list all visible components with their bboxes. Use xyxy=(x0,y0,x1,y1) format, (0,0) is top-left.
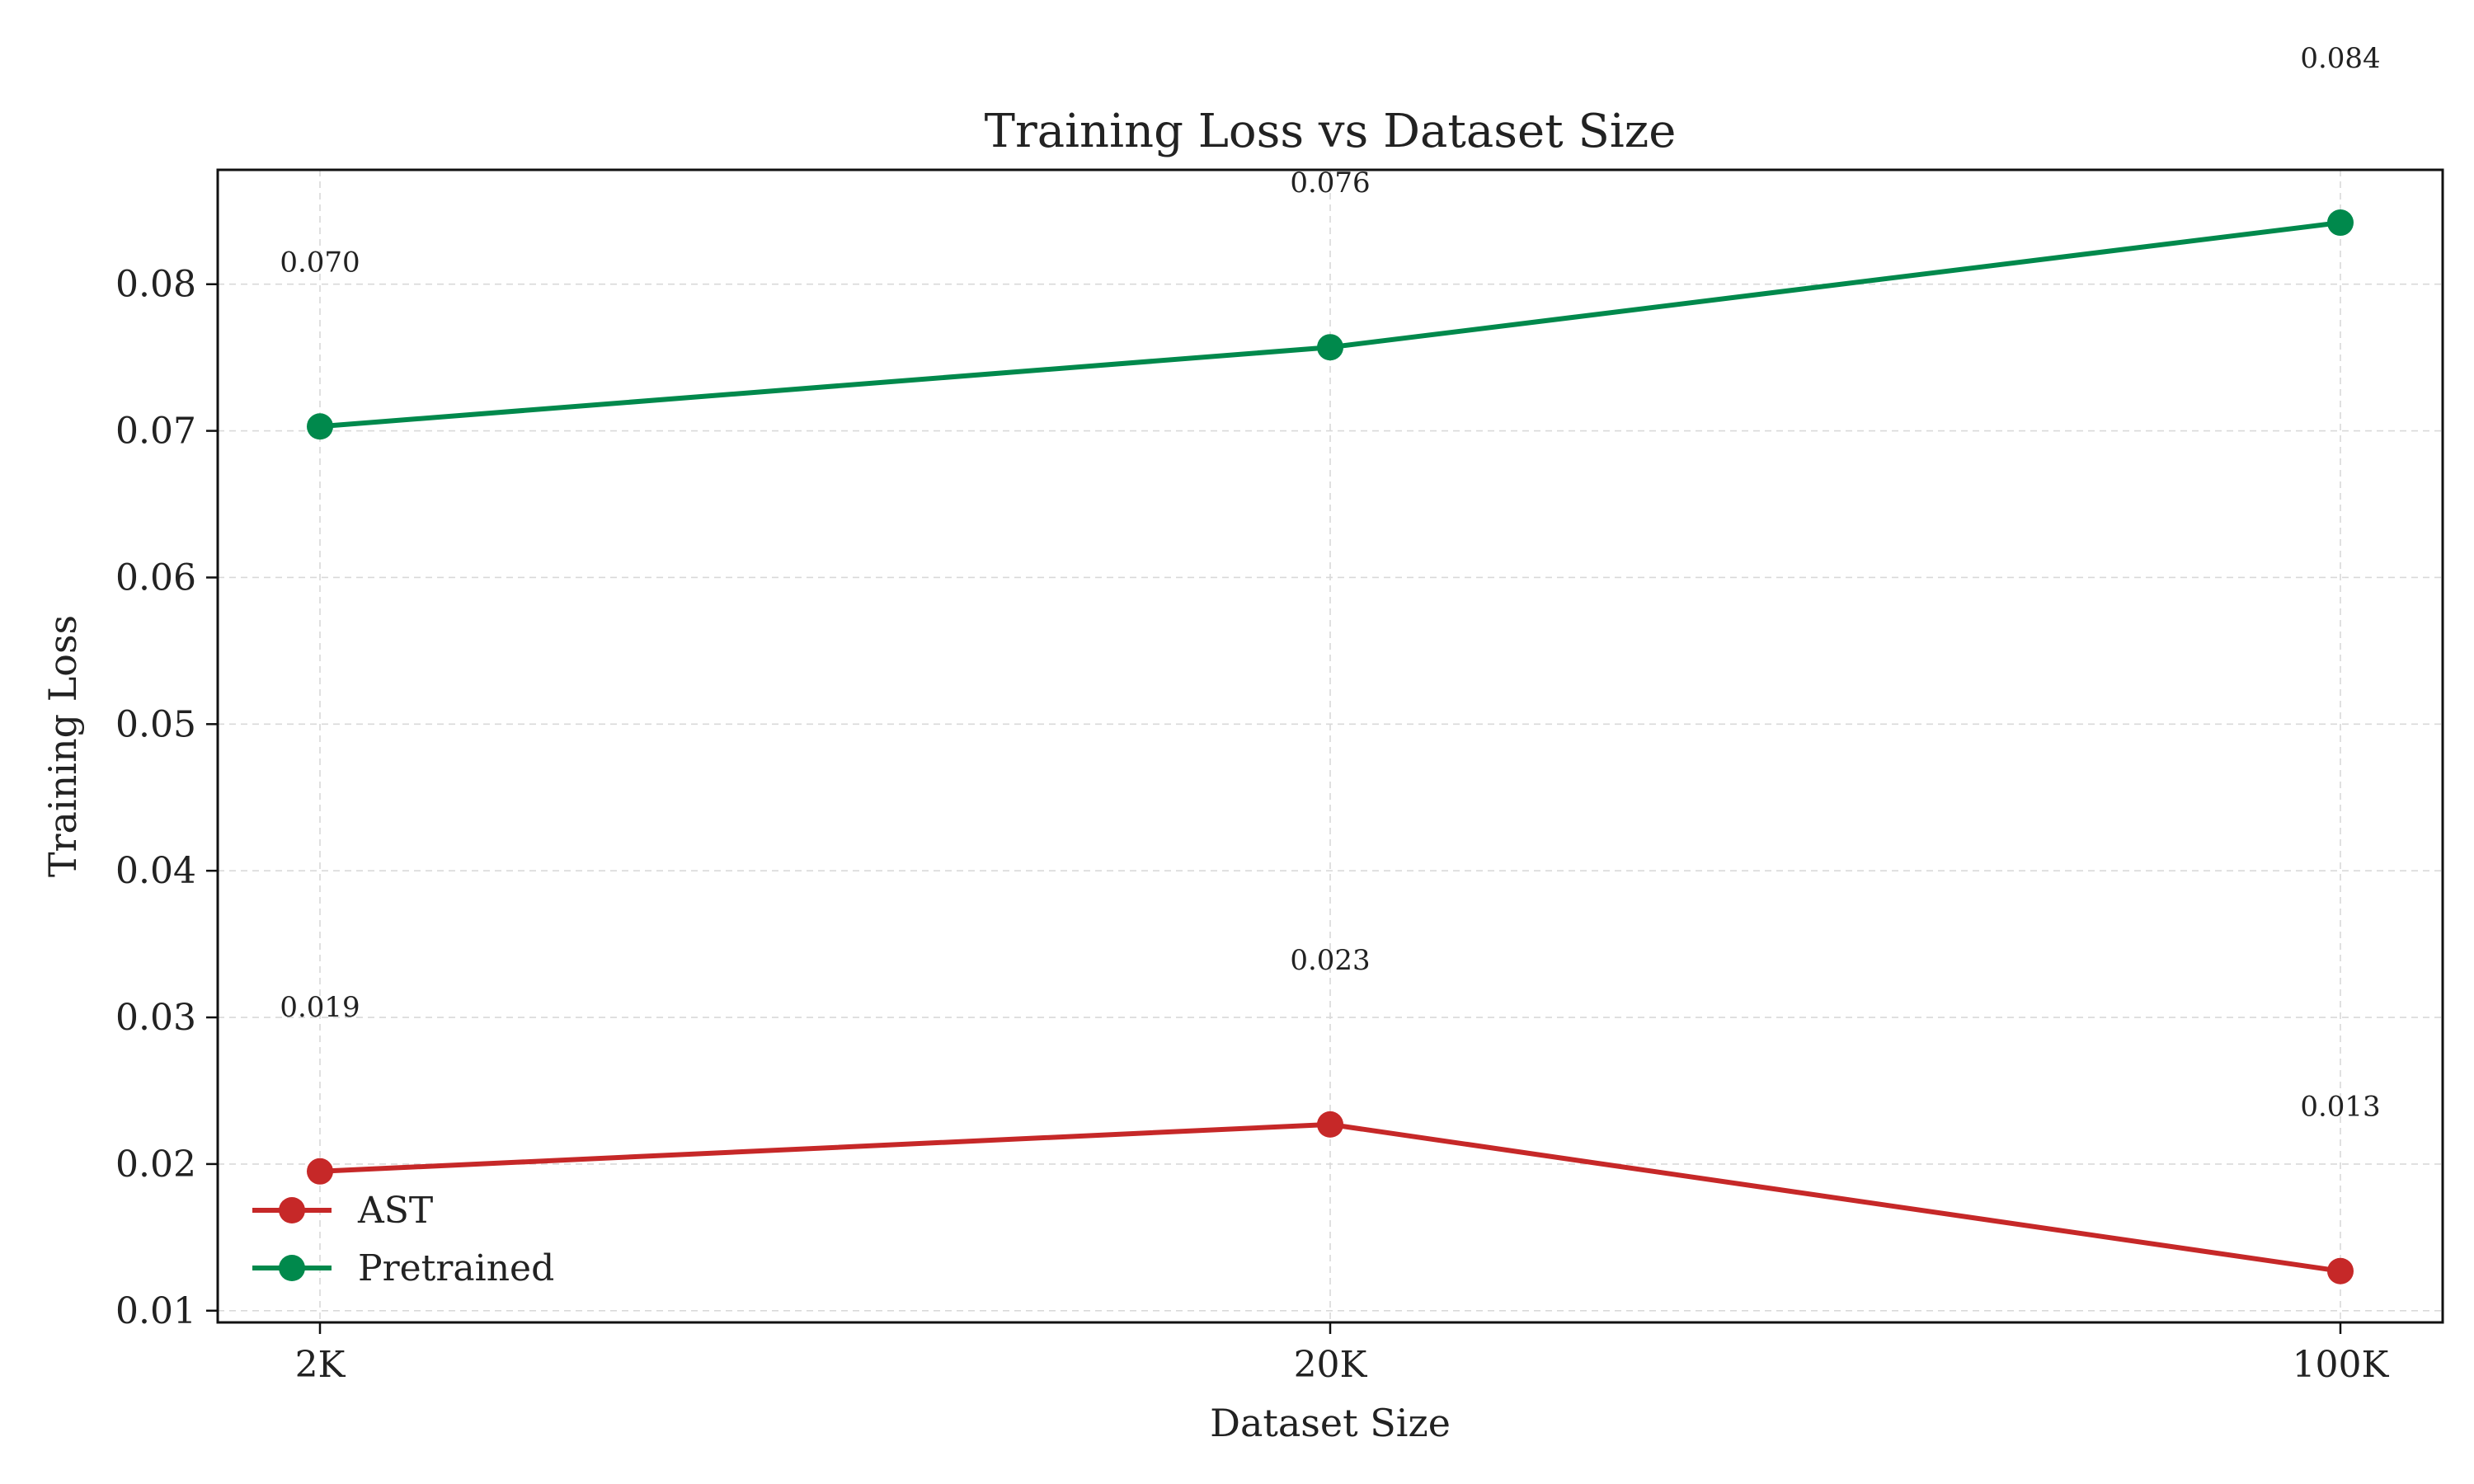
y-tick-label: 0.06 xyxy=(115,556,196,599)
data-label-pretrained: 0.084 xyxy=(2300,42,2380,75)
legend: AST Pretrained xyxy=(252,1190,554,1289)
data-label-ast: 0.023 xyxy=(1290,944,1370,977)
chart-title: Training Loss vs Dataset Size xyxy=(985,105,1677,158)
y-axis-label: Training Loss xyxy=(40,615,85,877)
legend-marker-ast xyxy=(279,1197,305,1223)
data-point-pretrained xyxy=(307,413,333,440)
y-tick-label: 0.02 xyxy=(115,1144,196,1186)
data-label-pretrained: 0.070 xyxy=(280,246,360,279)
legend-marker-pretrained xyxy=(279,1255,305,1281)
y-tick-label: 0.07 xyxy=(115,411,196,453)
data-label-ast: 0.019 xyxy=(280,991,360,1024)
series-ast xyxy=(307,1111,2354,1284)
x-tick-label: 20K xyxy=(1294,1344,1368,1386)
data-label-pretrained: 0.076 xyxy=(1290,167,1370,200)
data-point-ast xyxy=(2327,1257,2354,1284)
y-tick-label: 0.04 xyxy=(115,850,196,892)
legend-item-ast: AST xyxy=(252,1190,433,1232)
series-layer xyxy=(307,209,2354,1284)
y-tick-label: 0.01 xyxy=(115,1290,196,1332)
x-tick-label: 2K xyxy=(295,1344,346,1386)
legend-label-ast: AST xyxy=(357,1190,433,1232)
y-tick-label: 0.03 xyxy=(115,997,196,1039)
legend-label-pretrained: Pretrained xyxy=(358,1247,554,1289)
x-axis-label: Dataset Size xyxy=(1210,1401,1451,1445)
data-point-pretrained xyxy=(1317,334,1343,361)
y-tick-label: 0.05 xyxy=(115,703,196,745)
y-tick-label: 0.08 xyxy=(115,264,196,306)
data-label-ast: 0.013 xyxy=(2300,1091,2380,1124)
data-point-ast xyxy=(307,1158,333,1185)
x-tick-label: 100K xyxy=(2293,1344,2390,1386)
data-labels: 0.019 0.023 0.013 0.070 0.076 0.084 xyxy=(280,42,2380,1124)
legend-item-pretrained: Pretrained xyxy=(252,1247,554,1289)
data-point-pretrained xyxy=(2327,209,2354,237)
data-point-ast xyxy=(1317,1111,1343,1138)
axis-ticks: 0.01 0.02 0.03 0.04 0.05 0.06 0.07 0.08 2K 20K 100… xyxy=(115,264,2390,1386)
grid xyxy=(218,170,2443,1322)
series-pretrained xyxy=(307,209,2354,440)
